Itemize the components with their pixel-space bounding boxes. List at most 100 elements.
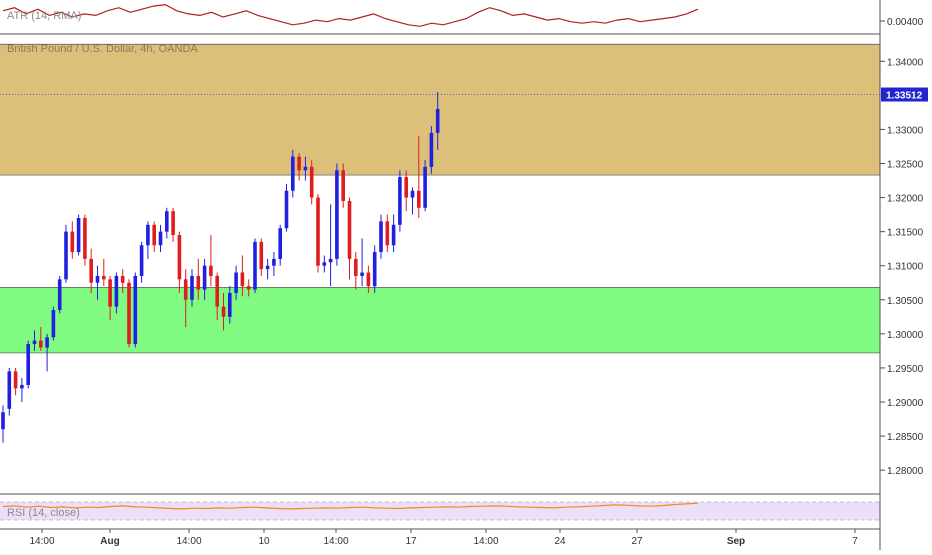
price-axis[interactable]: 0.00400 1.34000 1.33000 1.32500 1.32000 1.31… bbox=[879, 0, 932, 550]
candle-body[interactable] bbox=[13, 371, 18, 389]
candle-body[interactable] bbox=[354, 258, 358, 276]
price-tick-label: 1.30500 bbox=[887, 296, 924, 307]
candle-body[interactable] bbox=[70, 231, 75, 253]
candle-body[interactable] bbox=[379, 221, 383, 253]
candle-body[interactable] bbox=[366, 272, 371, 287]
price-tick-label: 1.28000 bbox=[887, 466, 924, 477]
candle-body[interactable] bbox=[152, 224, 156, 246]
candle-body[interactable] bbox=[1, 412, 5, 430]
candle-body[interactable] bbox=[202, 265, 207, 290]
time-tick-label: 14:00 bbox=[176, 536, 201, 547]
candle-body[interactable] bbox=[20, 384, 24, 389]
candle-body[interactable] bbox=[291, 156, 295, 191]
candle-body[interactable] bbox=[76, 218, 81, 253]
candle-body[interactable] bbox=[139, 245, 144, 276]
candle-body[interactable] bbox=[120, 275, 125, 283]
last-price-label: 1.33512 bbox=[886, 91, 923, 102]
candle-body[interactable] bbox=[234, 272, 238, 293]
candle-body[interactable] bbox=[95, 275, 100, 283]
candle-body[interactable] bbox=[89, 258, 93, 283]
candle-body[interactable] bbox=[246, 286, 251, 290]
price-tick-label: 1.32000 bbox=[887, 194, 924, 205]
candle-body[interactable] bbox=[309, 166, 314, 198]
candle-body[interactable] bbox=[303, 166, 308, 171]
candle-body[interactable] bbox=[196, 275, 201, 290]
candle-body[interactable] bbox=[253, 241, 257, 290]
candle-body[interactable] bbox=[228, 292, 232, 317]
candles-layer bbox=[1, 91, 440, 443]
candle-body[interactable] bbox=[190, 275, 194, 300]
atr-line bbox=[2, 3, 699, 27]
candle-body[interactable] bbox=[265, 265, 270, 270]
candle-body[interactable] bbox=[423, 166, 427, 208]
time-tick-label: 7 bbox=[852, 536, 858, 547]
candle-body[interactable] bbox=[165, 211, 169, 232]
candle-body[interactable] bbox=[215, 275, 219, 307]
candle-body[interactable] bbox=[45, 337, 49, 348]
candle-body[interactable] bbox=[272, 258, 276, 266]
candle-body[interactable] bbox=[171, 211, 175, 236]
candle-body[interactable] bbox=[57, 279, 62, 310]
candle-body[interactable] bbox=[108, 279, 112, 307]
candle-body[interactable] bbox=[410, 190, 415, 198]
candle-body[interactable] bbox=[385, 221, 390, 246]
candle-body[interactable] bbox=[429, 132, 434, 167]
candle-body[interactable] bbox=[297, 156, 301, 171]
candle-body[interactable] bbox=[146, 224, 150, 246]
candle-body[interactable] bbox=[158, 231, 163, 246]
time-tick-label: 24 bbox=[554, 536, 566, 547]
candle-body[interactable] bbox=[404, 177, 408, 198]
candle-body[interactable] bbox=[240, 272, 245, 287]
candle-body[interactable] bbox=[341, 170, 345, 201]
candle-body[interactable] bbox=[51, 310, 56, 338]
candle-body[interactable] bbox=[316, 197, 320, 266]
candle-body[interactable] bbox=[391, 224, 396, 246]
atr-tick-label: 0.00400 bbox=[887, 17, 924, 28]
candle-body[interactable] bbox=[335, 170, 339, 259]
candle-body[interactable] bbox=[417, 190, 421, 208]
candle-body[interactable] bbox=[278, 228, 282, 259]
candle-body[interactable] bbox=[26, 344, 30, 385]
resistance-zone[interactable] bbox=[0, 44, 880, 176]
candle-body[interactable] bbox=[284, 190, 289, 229]
candle-body[interactable] bbox=[360, 272, 364, 276]
price-tick-label: 1.34000 bbox=[887, 57, 924, 68]
price-tick-label: 1.31000 bbox=[887, 262, 924, 273]
time-axis[interactable]: 14:00 Aug 14:00 10 14:00 17 14:00 24 27 Sep 7 bbox=[0, 528, 880, 547]
time-tick-label: 10 bbox=[258, 536, 270, 547]
candle-body[interactable] bbox=[114, 275, 119, 307]
candle-body[interactable] bbox=[435, 108, 440, 133]
price-tick-label: 1.29500 bbox=[887, 364, 924, 375]
candle-body[interactable] bbox=[183, 279, 188, 300]
candle-body[interactable] bbox=[32, 340, 37, 345]
candle-body[interactable] bbox=[177, 235, 182, 280]
candle-body[interactable] bbox=[322, 262, 327, 266]
candle-body[interactable] bbox=[372, 252, 377, 287]
candle-body[interactable] bbox=[221, 306, 226, 317]
price-tick-label: 1.28500 bbox=[887, 432, 924, 443]
price-tick-label: 1.32500 bbox=[887, 159, 924, 170]
price-tick-label: 1.33000 bbox=[887, 125, 924, 136]
candle-body[interactable] bbox=[209, 265, 213, 276]
zones-layer bbox=[0, 43, 880, 354]
time-tick-label: 14:00 bbox=[473, 536, 498, 547]
price-tick-label: 1.31500 bbox=[887, 228, 924, 239]
candle-body[interactable] bbox=[398, 177, 402, 225]
candle-body[interactable] bbox=[347, 200, 352, 259]
candle-body[interactable] bbox=[259, 241, 264, 270]
candle-body[interactable] bbox=[328, 258, 333, 263]
rsi-label: RSI (14, close) bbox=[7, 507, 80, 519]
support-zone[interactable] bbox=[0, 287, 880, 353]
candle-body[interactable] bbox=[64, 231, 68, 280]
candle-body[interactable] bbox=[7, 371, 12, 409]
time-tick-label: 14:00 bbox=[29, 536, 54, 547]
price-tick-label: 1.29000 bbox=[887, 398, 924, 409]
candle-body[interactable] bbox=[102, 275, 106, 280]
candle-body[interactable] bbox=[133, 275, 138, 345]
candle-body[interactable] bbox=[127, 282, 131, 345]
atr-pane: ATR (14, RMA) bbox=[2, 3, 699, 27]
candle-body[interactable] bbox=[83, 218, 87, 259]
candle-body[interactable] bbox=[39, 340, 43, 348]
